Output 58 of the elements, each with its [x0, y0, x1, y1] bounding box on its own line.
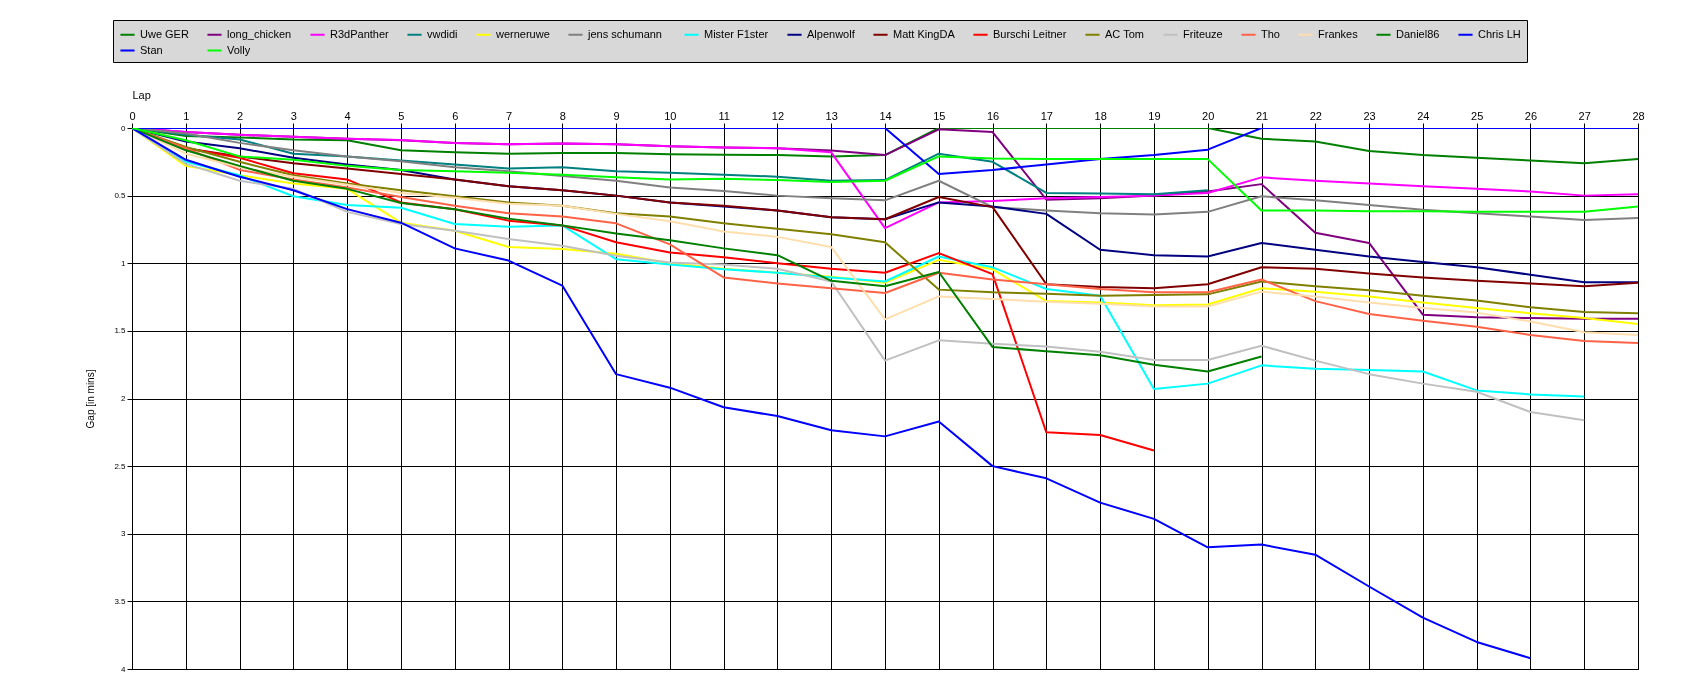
y-tick-label: 0	[121, 123, 127, 133]
y-tick-label: 3.5	[114, 596, 127, 606]
x-tick-label: 23	[1363, 109, 1376, 122]
x-tick-label: 20	[1202, 109, 1215, 122]
x-tick-label: 14	[879, 109, 892, 122]
legend-label: werneruwe	[495, 27, 550, 40]
legend-label: long_chicken	[227, 27, 292, 40]
x-tick-label: 18	[1094, 109, 1107, 122]
x-tick-label: 15	[933, 109, 946, 122]
x-tick-label: 7	[505, 109, 513, 122]
y-tick-label: 1.5	[114, 326, 127, 336]
y-tick-label: 4	[121, 664, 127, 674]
x-tick-label: 17	[1040, 109, 1053, 122]
x-tick-label: 16	[986, 109, 1000, 122]
legend-label: AC Tom	[1105, 27, 1144, 40]
y-tick-label: 2	[121, 394, 127, 403]
x-tick-label: 22	[1309, 109, 1322, 122]
legend-label: Friteuze	[1183, 27, 1223, 40]
legend-label: Chris LH	[1478, 27, 1521, 40]
x-tick-label: 11	[718, 109, 730, 122]
legend-label: vwdidi	[427, 27, 458, 40]
x-tick-label: 5	[398, 109, 405, 122]
x-axis-title: Lap	[132, 88, 151, 101]
x-tick-label: 9	[613, 109, 620, 122]
x-tick-label: 27	[1578, 109, 1591, 122]
x-tick-label: 2	[237, 109, 244, 122]
legend-label: Uwe GER	[140, 27, 189, 40]
x-tick-label: 28	[1632, 109, 1645, 122]
y-tick-label: 3	[121, 529, 127, 539]
y-tick-label: 1	[121, 258, 127, 268]
legend-label: jens schumann	[587, 27, 662, 40]
x-tick-label: 1	[183, 109, 190, 122]
legend-label: Volly	[227, 43, 251, 56]
y-tick-label: 0.5	[114, 191, 127, 201]
x-tick-label: 24	[1417, 109, 1430, 122]
legend-label: Matt KingDA	[893, 27, 956, 40]
x-tick-label: 8	[559, 109, 566, 122]
x-tick-label: 6	[452, 109, 459, 122]
legend-label: R3dPanther	[330, 27, 390, 40]
legend-label: Stan	[140, 43, 163, 56]
x-tick-label: 4	[344, 109, 351, 122]
legend-label: Frankes	[1318, 27, 1359, 40]
x-tick-label: 26	[1524, 109, 1538, 122]
x-tick-label: 0	[129, 109, 136, 122]
x-tick-label: 21	[1255, 109, 1269, 122]
legend-label: Mister F1ster	[704, 27, 769, 40]
legend-label: Burschi Leitner	[993, 27, 1067, 40]
x-tick-label: 19	[1148, 109, 1161, 122]
y-tick-label: 2.5	[114, 461, 127, 471]
legend-label: Daniel86	[1396, 27, 1440, 40]
legend-label: Alpenwolf	[807, 27, 856, 40]
x-tick-label: 12	[771, 109, 785, 122]
x-tick-label: 10	[664, 109, 677, 122]
y-axis-title: Gap [in mins]	[85, 369, 97, 429]
x-tick-label: 13	[825, 109, 838, 122]
legend-label: Tho	[1261, 27, 1280, 40]
x-tick-label: 25	[1471, 109, 1484, 122]
x-tick-label: 3	[290, 109, 297, 122]
